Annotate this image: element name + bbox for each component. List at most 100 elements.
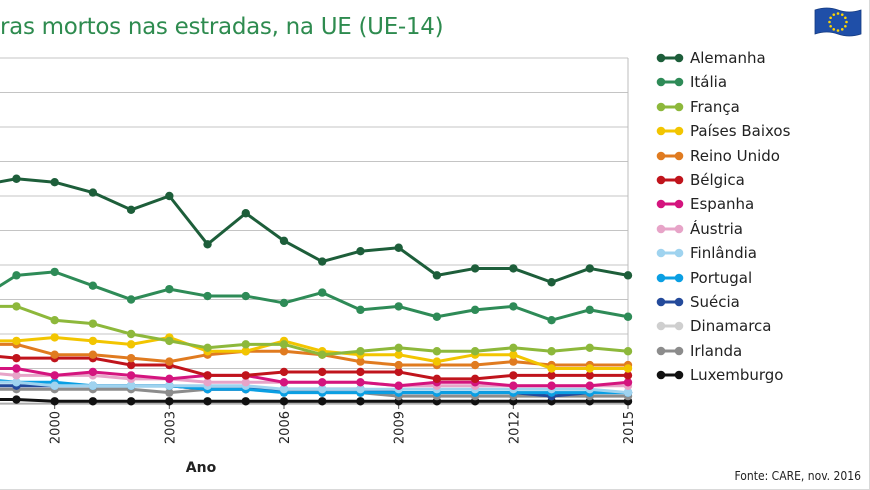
legend-swatch (656, 322, 684, 331)
data-point (203, 397, 212, 406)
data-point (470, 305, 480, 315)
flag-star (829, 24, 832, 28)
data-point (509, 343, 518, 352)
legend-label: Luxemburgo (690, 366, 784, 385)
data-point (394, 350, 403, 359)
data-point (318, 350, 327, 359)
data-point (279, 236, 289, 246)
data-point (126, 397, 136, 406)
legend-swatch (656, 175, 684, 185)
flag-star (828, 20, 831, 24)
x-axis-title: Ano (186, 460, 217, 476)
legend-swatch (656, 78, 684, 87)
data-point (394, 381, 403, 390)
flag-star (840, 28, 844, 31)
data-point (432, 271, 442, 280)
data-point (88, 188, 98, 197)
legend-item: Espanha (655, 194, 865, 214)
data-point (12, 395, 21, 404)
data-point (126, 329, 136, 339)
x-tick-label: 2000 (49, 411, 64, 444)
legend-swatch (656, 248, 684, 258)
data-point (432, 312, 442, 321)
data-point (318, 385, 327, 394)
x-tick-label: 2012 (507, 411, 522, 444)
data-point (356, 367, 365, 377)
data-point (356, 378, 365, 387)
legend-item: Suécia (655, 292, 865, 312)
data-point (356, 357, 365, 366)
data-point (12, 174, 21, 183)
series-line (0, 304, 629, 357)
data-point (50, 350, 59, 359)
data-point (318, 257, 327, 266)
data-point (88, 319, 98, 328)
data-point (12, 378, 21, 387)
flag-star (836, 12, 840, 15)
data-point (279, 367, 289, 377)
data-point (356, 385, 365, 394)
data-point (356, 305, 365, 315)
series-itália (0, 267, 633, 325)
data-point (547, 347, 556, 356)
legend-item: Dinamarca (655, 316, 865, 336)
legend-item: Países Baixos (655, 121, 865, 141)
legend-item: Alemanha (655, 48, 865, 68)
data-point (50, 371, 59, 380)
legend-item: Finlândia (655, 243, 865, 263)
data-point (318, 288, 327, 297)
data-point (509, 350, 518, 359)
data-point (165, 374, 174, 384)
data-point (12, 271, 21, 280)
data-point (88, 367, 98, 377)
data-point (585, 364, 594, 373)
data-point (279, 397, 289, 406)
series-alemanha (0, 174, 633, 287)
flag-star (832, 28, 836, 31)
data-point (203, 240, 212, 249)
flag-star (845, 20, 848, 24)
chart-title: ras mortos nas estradas, na UE (UE-14) (0, 14, 444, 40)
data-point (88, 281, 98, 290)
legend-swatch (656, 346, 684, 356)
legend-swatch (656, 200, 684, 209)
data-point (509, 371, 518, 380)
data-point (394, 243, 403, 252)
data-point (509, 264, 518, 273)
data-point (165, 191, 174, 201)
legend-label: Irlanda (690, 341, 743, 360)
data-point (432, 357, 442, 366)
legend-item: Luxemburgo (655, 365, 865, 385)
legend-label: Espanha (690, 195, 755, 214)
data-point (241, 378, 250, 387)
data-point (12, 364, 21, 373)
data-point (279, 385, 289, 394)
flag-star (840, 13, 844, 16)
data-point (509, 357, 518, 366)
data-point (623, 388, 633, 397)
flag-star (836, 29, 840, 32)
eu-flag-icon (814, 7, 862, 37)
data-point (126, 360, 136, 370)
series-line (0, 270, 629, 322)
legend-swatch (656, 297, 684, 307)
legend-swatch (656, 53, 684, 63)
x-tick-label: 2009 (393, 411, 408, 444)
data-point (509, 302, 518, 311)
data-point (203, 371, 212, 380)
x-tick-label: 2003 (163, 411, 178, 444)
data-point (165, 357, 174, 366)
flag-star (832, 13, 836, 16)
legend-item: Itália (655, 72, 865, 92)
data-point (432, 347, 442, 356)
data-point (470, 264, 480, 273)
data-point (241, 371, 250, 380)
data-point (12, 302, 21, 311)
data-point (279, 347, 289, 356)
data-point (547, 381, 556, 390)
data-point (318, 378, 327, 387)
data-point (394, 343, 403, 352)
series-frança (0, 302, 633, 359)
data-point (279, 340, 289, 349)
